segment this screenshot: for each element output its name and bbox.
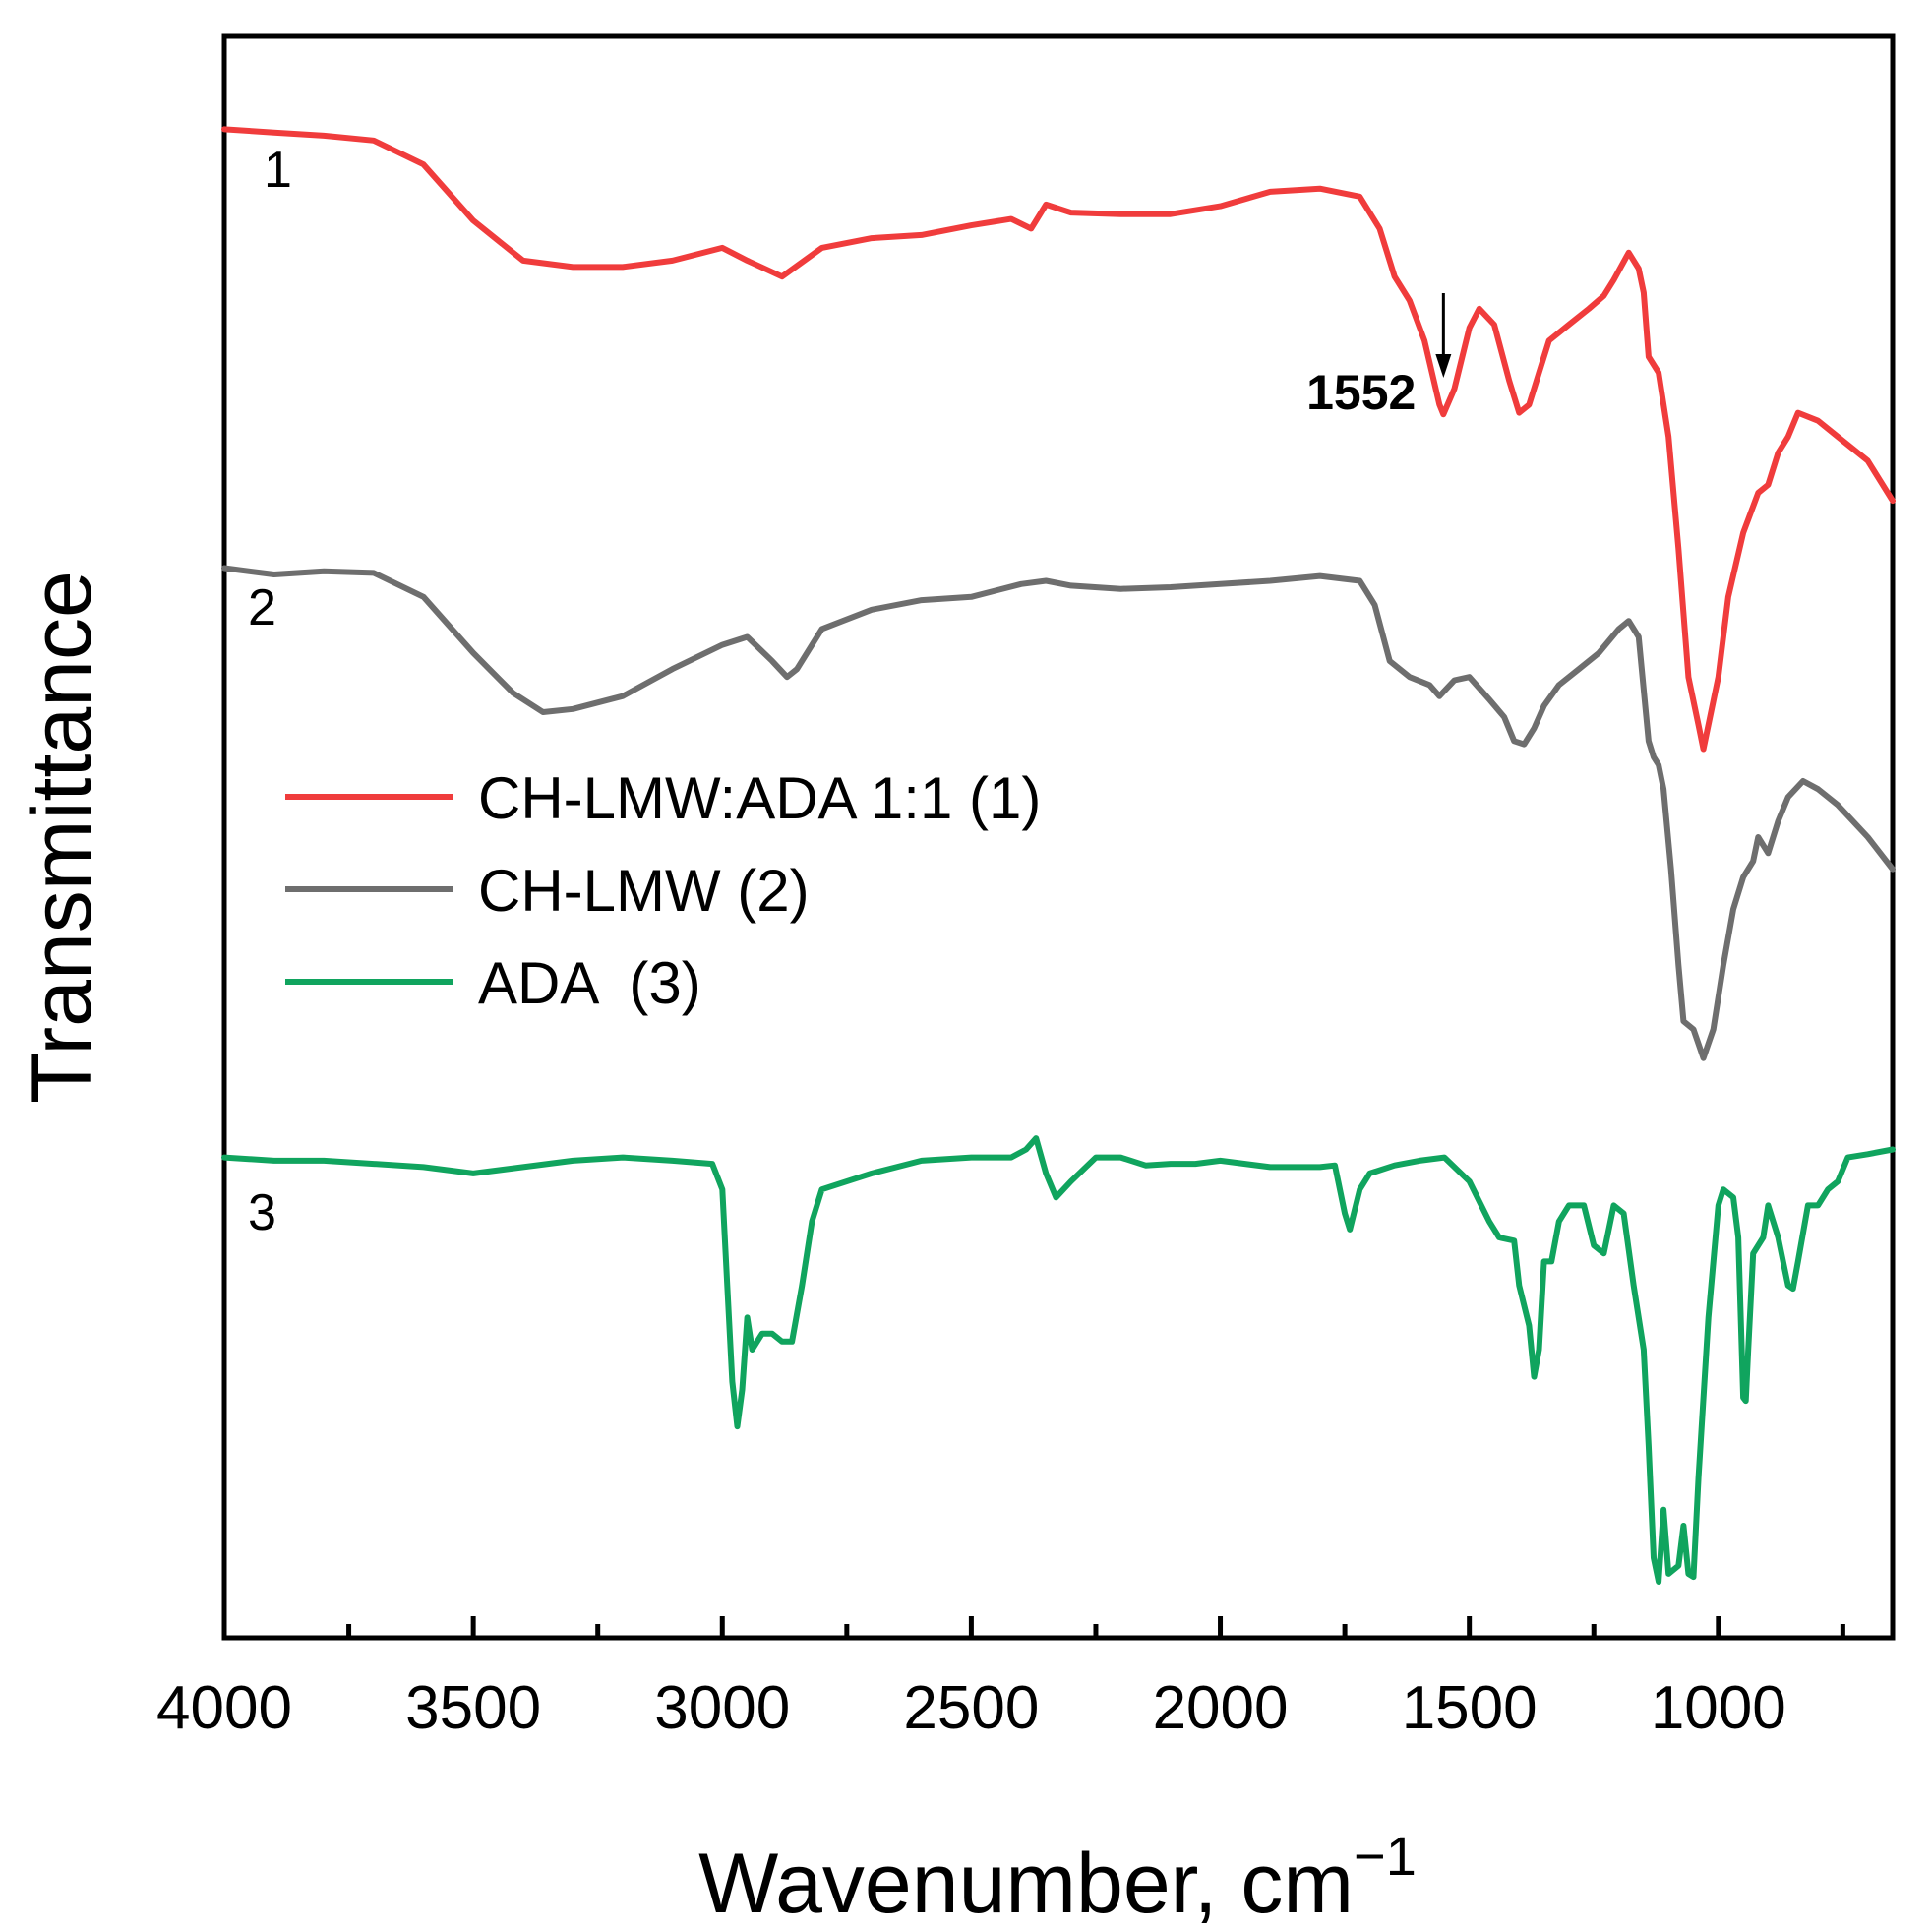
- x-axis-title-main: Wavenumber, cm: [698, 1837, 1354, 1928]
- x-tick-label-3000: 3000: [654, 1674, 790, 1742]
- x-tick-label-2000: 2000: [1153, 1674, 1289, 1742]
- series-line-ch-lmw: [221, 565, 1896, 1061]
- x-tick-label-2500: 2500: [903, 1674, 1039, 1742]
- x-tick-label-3500: 3500: [405, 1674, 541, 1742]
- series-line-ch-lmw-ada: [221, 126, 1896, 753]
- y-axis-title: Transmittance: [15, 571, 109, 1104]
- curve-label-1: 1: [264, 142, 292, 199]
- annotation-1552-label: 1552: [1306, 365, 1416, 420]
- x-axis-title-superscript: −1: [1354, 1825, 1417, 1887]
- legend-label-ch-lmw-ada: CH-LMW:ADA 1:1 (1): [478, 765, 1041, 831]
- x-axis-title: Wavenumber, cm−1: [698, 1825, 1417, 1928]
- x-tick-label-1500: 1500: [1402, 1674, 1538, 1742]
- legend-label-ch-lmw: CH-LMW (2): [478, 858, 810, 924]
- legend: CH-LMW:ADA 1:1 (1) CH-LMW (2) ADA (3): [285, 765, 1041, 1016]
- curve-label-3: 3: [248, 1184, 276, 1241]
- x-tick-label-1000: 1000: [1651, 1674, 1786, 1742]
- x-axis-ticks: 4000 3500 3000 2500 2000 1500 1000: [156, 1616, 1845, 1742]
- legend-label-ada: ADA (3): [478, 950, 701, 1016]
- curve-label-2: 2: [248, 579, 276, 636]
- series-line-ada: [221, 1135, 1896, 1585]
- x-tick-label-4000: 4000: [156, 1674, 292, 1742]
- plot-frame: [221, 33, 1896, 1641]
- annotation-arrowhead: [1435, 354, 1452, 378]
- series-layer: [221, 126, 1896, 1585]
